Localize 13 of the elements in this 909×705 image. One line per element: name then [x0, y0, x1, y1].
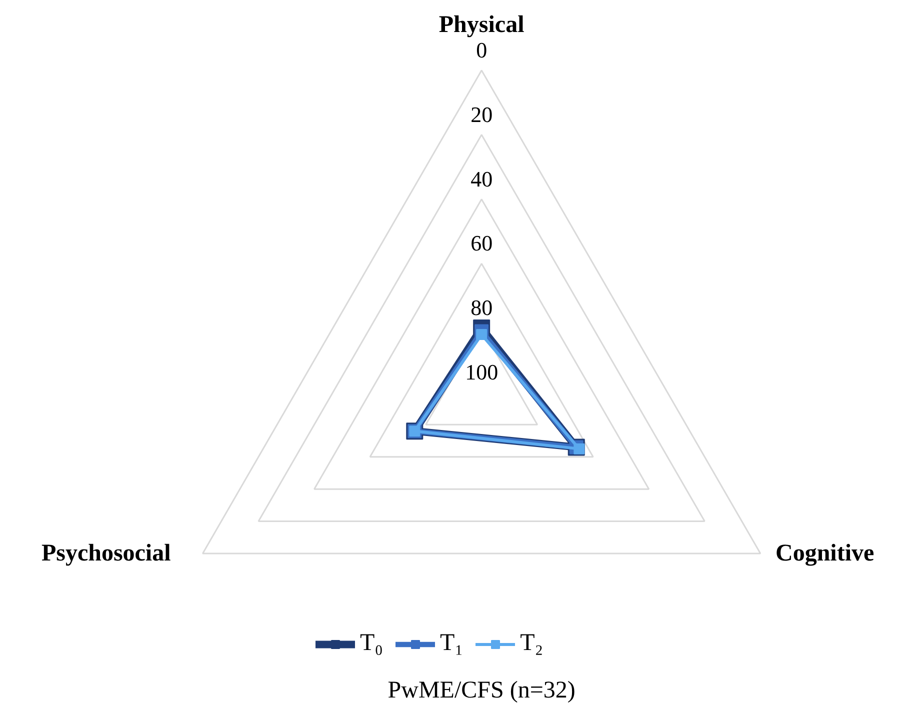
y-tick-label: 40: [470, 166, 493, 192]
legend-label: T₁: [440, 630, 464, 657]
legend-label: T₀: [360, 630, 384, 657]
y-tick-label: 0: [476, 38, 488, 63]
spoke-label: Cognitive: [775, 540, 874, 566]
spoke-label: Physical: [438, 12, 525, 38]
y-tick-label: 20: [470, 102, 493, 127]
spoke-label: Psychosocial: [41, 540, 172, 566]
y-tick-label: 60: [470, 230, 493, 256]
text: PwME/CFS (n=32): [388, 677, 576, 704]
y-tick-label: 80: [470, 295, 493, 320]
y-tick-label: 100: [465, 360, 498, 385]
legend-label: T₂: [520, 630, 544, 657]
